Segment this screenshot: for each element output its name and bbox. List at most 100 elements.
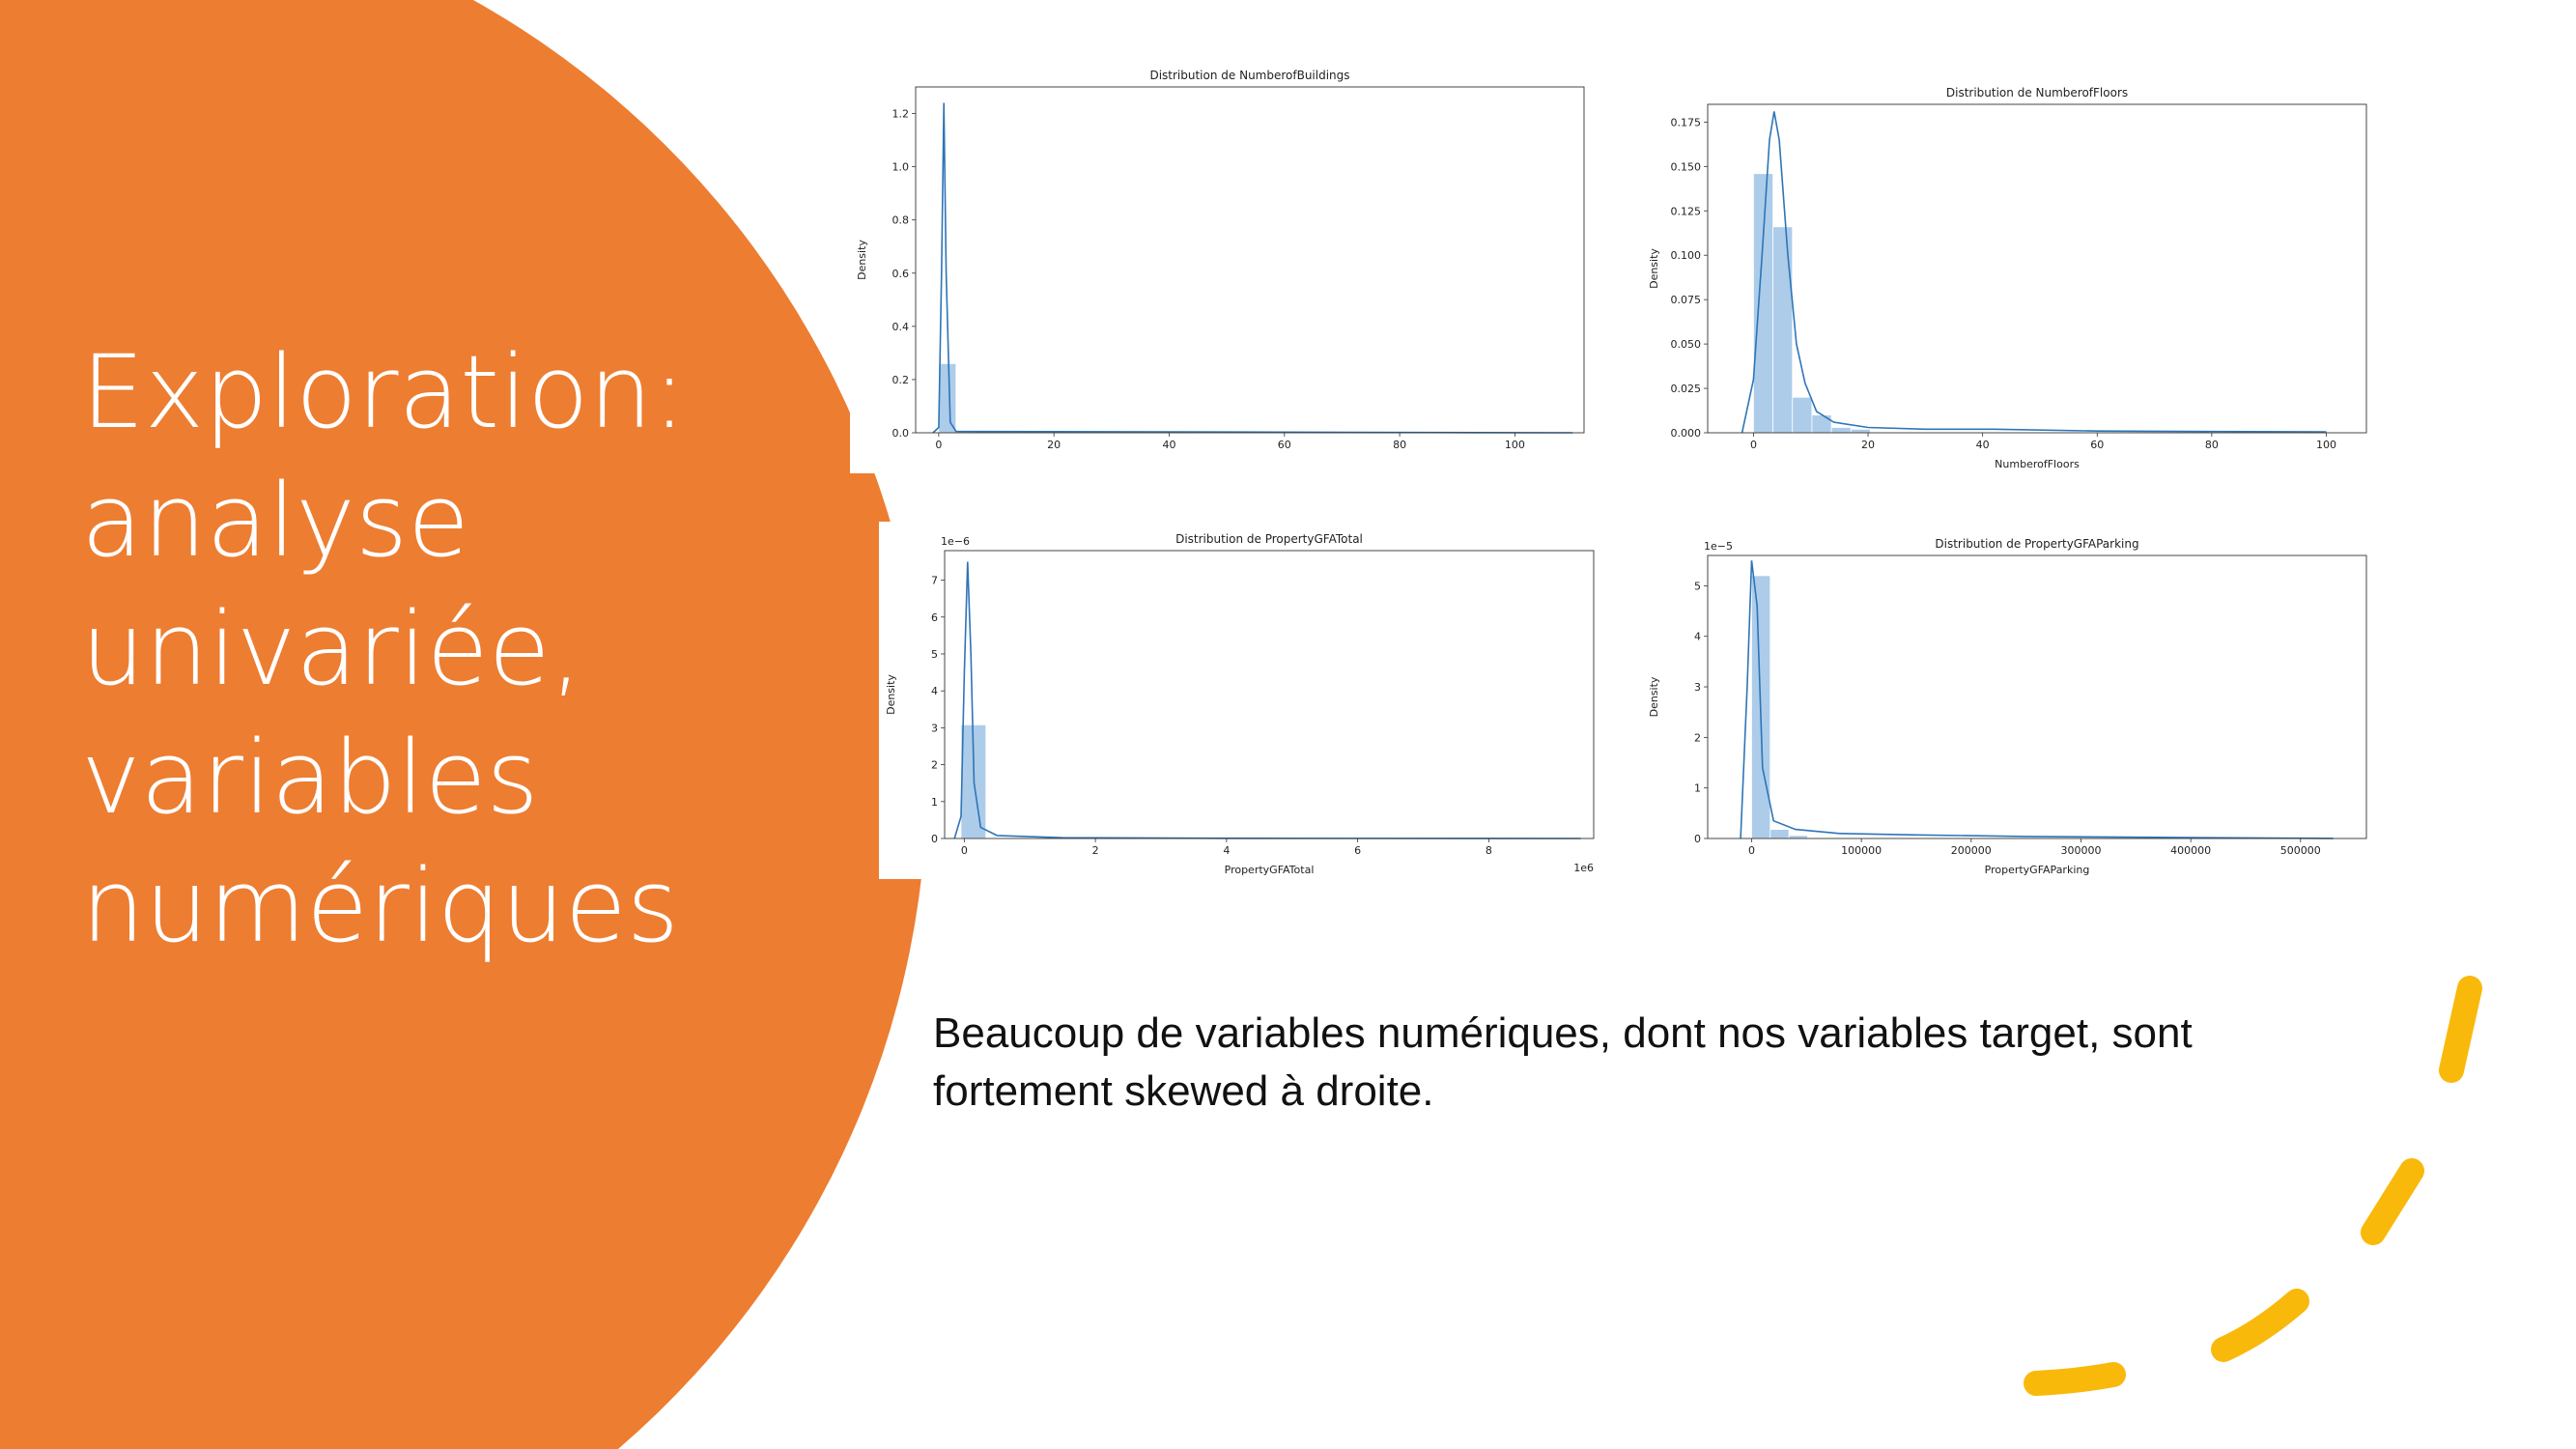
x-tick-label: 40 (1162, 439, 1175, 451)
x-axis-label: PropertyGFATotal (1225, 864, 1315, 876)
orange-circle (0, 0, 928, 1449)
y-axis-label: Density (1648, 676, 1660, 717)
y-tick-label: 1.0 (892, 161, 910, 174)
y-tick-label: 0.100 (1671, 249, 1702, 262)
y-tick-label: 0.6 (892, 268, 910, 280)
y-tick-label: 4 (931, 685, 938, 697)
plot-frame (915, 86, 1585, 434)
histogram-bar (1788, 835, 1808, 839)
x-axis-label: NumberofFloors (1995, 458, 2080, 470)
chart-property-gfa-total: Distribution de PropertyGFATotal Density P… (879, 522, 1613, 879)
y-tick-label: 0.075 (1671, 294, 1702, 306)
histogram-bar (1850, 428, 1871, 434)
y-tick-label: 0 (1694, 833, 1701, 845)
chart-title: Distribution de NumberofBuildings (1149, 69, 1349, 82)
title-line-4: variables (81, 719, 539, 837)
x-tick-label: 6 (1354, 844, 1361, 857)
y-tick-label: 0.175 (1671, 116, 1702, 128)
y-tick-label: 4 (1694, 631, 1701, 643)
dash-bottom (2024, 1362, 2126, 1396)
plot-frame (1707, 103, 2367, 434)
body-text: Beaucoup de variables numériques, dont n… (933, 1009, 2193, 1115)
x-tick-label: 0 (1748, 844, 1755, 857)
slide-title: Exploration: analyse univariée, variable… (81, 328, 815, 971)
x-tick-label: 40 (1976, 439, 1990, 451)
x-tick-label: 60 (1278, 439, 1291, 451)
x-tick-label: 0 (935, 439, 942, 451)
x-tick-label: 400000 (2170, 844, 2211, 857)
y-tick-label: 6 (931, 611, 938, 624)
x-axis-label: PropertyGFAParking (1985, 864, 2090, 876)
x-tick-label: 0 (961, 844, 968, 857)
y-axis-label: Density (856, 240, 868, 280)
x-tick-label: 500000 (2280, 844, 2321, 857)
dash-lower (2211, 1289, 2309, 1362)
y-tick-label: 0.0 (892, 427, 910, 440)
x-tick-label: 100 (1505, 439, 1525, 451)
decorative-dashes (2024, 976, 2482, 1396)
histogram-bar (1830, 427, 1852, 434)
y-tick-label: 3 (1694, 681, 1701, 694)
y-tick-label: 2 (931, 759, 938, 772)
histogram-bar (1769, 829, 1790, 839)
y-multiplier: 1e−5 (1704, 540, 1733, 553)
x-tick-label: 80 (2205, 439, 2219, 451)
x-tick-label: 100000 (1841, 844, 1882, 857)
y-tick-label: 5 (1694, 580, 1701, 592)
x-tick-label: 100 (2316, 439, 2336, 451)
kde-line (932, 102, 1573, 434)
chart-property-gfa-parking: Distribution de PropertyGFAParking Densit… (1642, 526, 2386, 879)
kde-line (1741, 111, 2327, 434)
x-tick-label: 2 (1092, 844, 1099, 857)
y-tick-label: 0.025 (1671, 383, 1702, 395)
chart-number-of-floors: Distribution de NumberofFloors Density Num… (1642, 75, 2386, 473)
y-tick-label: 0.050 (1671, 338, 1702, 351)
y-tick-label: 0 (931, 833, 938, 845)
x-tick-label: 0 (1750, 439, 1757, 451)
histogram-bar (1792, 396, 1813, 434)
title-line-3: univariée, (81, 590, 582, 708)
y-axis-label: Density (1648, 248, 1660, 289)
title-line-1: Exploration: (81, 333, 687, 451)
chart-title: Distribution de PropertyGFATotal (1175, 532, 1363, 546)
histogram-bar (1753, 173, 1774, 434)
x-tick-label: 4 (1223, 844, 1230, 857)
histogram-bar (1811, 414, 1832, 434)
x-tick-label: 8 (1486, 844, 1492, 857)
plot-frame (944, 550, 1595, 839)
title-line-2: analyse (81, 462, 469, 580)
chart-title: Distribution de PropertyGFAParking (1935, 537, 2138, 551)
x-tick-label: 60 (2090, 439, 2104, 451)
y-tick-label: 5 (931, 648, 938, 661)
chart-title: Distribution de NumberofFloors (1946, 86, 2128, 99)
x-tick-label: 300000 (2060, 844, 2101, 857)
y-tick-label: 0.8 (892, 214, 910, 227)
histogram-bar (1772, 226, 1794, 434)
y-tick-label: 0.150 (1671, 160, 1702, 173)
y-tick-label: 1.2 (892, 108, 910, 121)
y-tick-label: 1 (1694, 782, 1701, 795)
dash-top (2439, 976, 2482, 1083)
y-tick-label: 7 (931, 575, 938, 587)
histogram-bar (938, 362, 957, 434)
kde-line (1740, 560, 2334, 839)
dash-middle (2361, 1158, 2424, 1245)
x-multiplier: 1e6 (1573, 862, 1594, 874)
y-tick-label: 0.4 (892, 321, 910, 333)
y-multiplier: 1e−6 (941, 535, 970, 548)
y-axis-label: Density (885, 674, 897, 715)
y-tick-label: 2 (1694, 731, 1701, 744)
y-tick-label: 0.125 (1671, 205, 1702, 217)
chart-number-of-buildings: Distribution de NumberofBuildings Density… (850, 58, 1603, 473)
y-tick-label: 0.000 (1671, 427, 1702, 440)
x-tick-label: 200000 (1951, 844, 1992, 857)
title-line-5: numériques (81, 847, 679, 965)
x-tick-label: 20 (1861, 439, 1875, 451)
y-tick-label: 0.2 (892, 374, 910, 386)
x-tick-label: 80 (1393, 439, 1406, 451)
x-tick-label: 20 (1047, 439, 1061, 451)
y-tick-label: 1 (931, 796, 938, 809)
y-tick-label: 3 (931, 722, 938, 734)
